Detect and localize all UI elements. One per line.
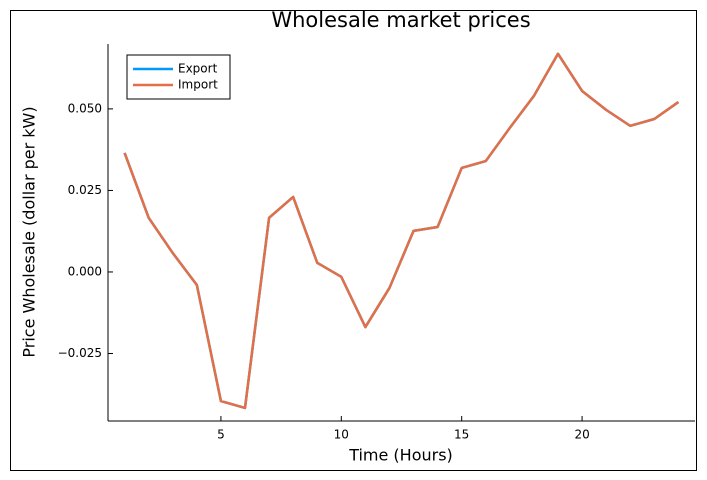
y-tick-label: 0.000: [68, 264, 102, 278]
legend-label: Import: [178, 78, 218, 92]
legend-box: [126, 54, 231, 100]
x-tick-label: 5: [217, 428, 225, 442]
x-tick-label: 15: [454, 428, 469, 442]
y-tick-label: 0.025: [68, 183, 102, 197]
x-tick-label: 10: [334, 428, 349, 442]
y-tick-label: 0.050: [68, 101, 102, 115]
line-series: [123, 52, 680, 410]
legend-label: Export: [178, 62, 218, 76]
frame: [10, 10, 697, 471]
chart-title: Wholesale market prices: [271, 8, 530, 32]
y-tick-label: −0.025: [58, 346, 102, 360]
x-tick-label: 20: [574, 428, 589, 442]
x-axis-label: Time (Hours): [348, 446, 453, 465]
y-axis-label: Price Wholesale (dollar per kW): [20, 106, 39, 357]
line-series: [123, 52, 680, 410]
